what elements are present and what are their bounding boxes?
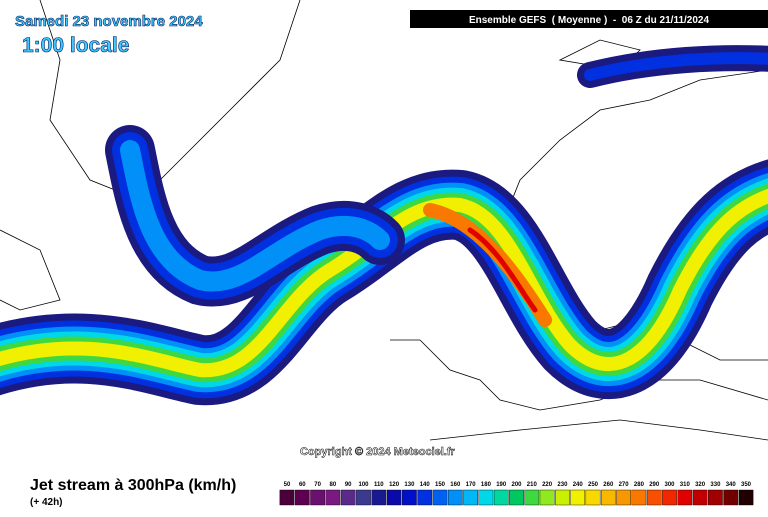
legend-label: 320 [695, 482, 706, 488]
legend-label: 340 [726, 482, 737, 488]
legend-label: 240 [573, 482, 584, 488]
legend-swatch [723, 489, 739, 506]
legend-label: 200 [511, 482, 522, 488]
model-info: Ensemble GEFS ( Moyenne ) - 06 Z du 21/1… [469, 15, 710, 26]
legend-label: 140 [420, 482, 431, 488]
legend-label: 280 [634, 482, 645, 488]
legend-label: 150 [435, 482, 446, 488]
legend-swatch [478, 489, 494, 506]
jet-core [467, 227, 538, 313]
legend-swatch [493, 489, 509, 506]
legend-swatch [417, 489, 433, 506]
legend-label: 60 [299, 482, 306, 488]
legend-label: 300 [664, 482, 675, 488]
legend-swatch [432, 489, 448, 506]
legend-swatch [310, 489, 325, 506]
legend-label: 180 [481, 482, 492, 488]
local-time: 1:00 locale [22, 34, 129, 57]
legend-swatch [279, 489, 295, 506]
legend-swatch [600, 489, 616, 506]
legend-swatch [646, 489, 662, 506]
date: Samedi 23 novembre 2024 [15, 13, 203, 30]
legend-label: 90 [345, 482, 352, 488]
legend-swatch [447, 489, 463, 506]
legend-swatch [631, 489, 647, 506]
legend-label: 170 [466, 482, 477, 488]
legend-label: 290 [649, 482, 660, 488]
legend-swatch [371, 489, 387, 506]
legend-swatch [555, 489, 570, 506]
legend-label: 330 [710, 482, 721, 488]
legend-swatch [539, 489, 555, 506]
legend-swatch [509, 489, 524, 506]
legend-swatch [692, 489, 708, 506]
legend-swatch [386, 489, 402, 506]
legend-swatch [524, 489, 540, 506]
legend-label: 230 [557, 482, 568, 488]
legend-swatch [738, 489, 754, 506]
legend-label: 100 [358, 482, 369, 488]
legend-label: 260 [603, 482, 614, 488]
legend-label: 210 [527, 482, 538, 488]
jet-band [584, 52, 768, 81]
jet-band [120, 140, 390, 292]
legend-swatch [356, 489, 371, 506]
legend-swatch [463, 489, 478, 506]
legend-label: 160 [450, 482, 461, 488]
copyright: Copyright © 2024 Meteociel.fr [300, 446, 456, 458]
legend-label: 80 [330, 482, 337, 488]
legend-label: 70 [314, 482, 321, 488]
legend-swatch [616, 489, 631, 506]
legend-swatch [662, 489, 677, 506]
legend-label: 350 [741, 482, 752, 488]
legend-swatch [585, 489, 601, 506]
lead-time: (+ 42h) [30, 497, 63, 508]
legend-swatch [402, 489, 417, 506]
legend-label: 310 [680, 482, 691, 488]
legend-label: 130 [404, 482, 415, 488]
jet-stream [0, 45, 768, 406]
jet-band [0, 188, 768, 378]
legend-label: 110 [374, 482, 384, 488]
legend-swatch [325, 489, 341, 506]
legend-swatch [677, 489, 693, 506]
color-legend: 50 60 70 80 90 100 110 120 130 140 150 160 170 180 190… [279, 482, 754, 506]
model-banner [410, 10, 768, 28]
legend-swatch [340, 489, 356, 506]
legend-label: 270 [619, 482, 630, 488]
legend-label: 190 [496, 482, 507, 488]
legend-label: 50 [284, 482, 291, 488]
legend-label: 120 [389, 482, 400, 488]
legend-swatch [570, 489, 586, 506]
legend-swatch [294, 489, 310, 506]
legend-label: 220 [542, 482, 553, 488]
legend-swatch [708, 489, 723, 506]
footer-title: Jet stream à 300hPa (km/h) [30, 477, 236, 494]
legend-label: 250 [588, 482, 599, 488]
